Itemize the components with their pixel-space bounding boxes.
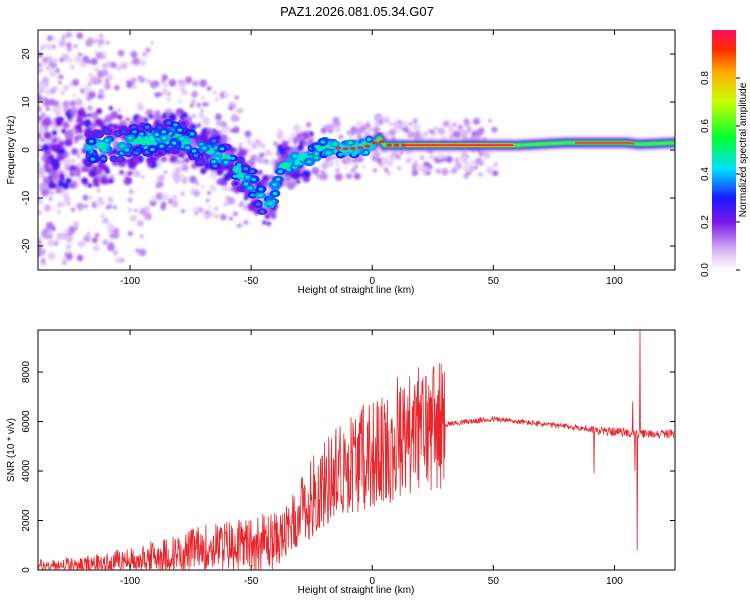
snr-y-ticks: 0 2000 4000 6000 8000: [21, 361, 675, 573]
spectrogram-x-tick-label: 0: [369, 276, 375, 287]
spectrogram-x-tick-label: -50: [244, 276, 259, 287]
colorbar-tick-label: 0.0: [700, 263, 711, 277]
snr-series-line: [38, 330, 675, 570]
snr-frame: [37, 329, 676, 571]
spectrogram-y-tick-label: -20: [21, 238, 32, 253]
spectrogram-y-label: Frequency (Hz): [6, 116, 17, 185]
spectrogram-image: [38, 31, 675, 267]
snr-y-tick-label: 4000: [21, 459, 32, 482]
snr-y-tick-label: 8000: [21, 361, 32, 384]
spectrogram-y-tick-label: 0: [21, 147, 32, 153]
snr-x-tick-label: 50: [488, 576, 500, 587]
snr-y-tick-label: 0: [21, 567, 32, 573]
figure-title: PAZ1.2026.081.05.34.G07: [280, 4, 434, 19]
colorbar-tick-label: 0.8: [700, 71, 711, 85]
spectrogram-y-tick-label: 20: [21, 48, 32, 60]
colorbar-tick-label: 0.4: [700, 167, 711, 181]
spectrogram-x-ticks: -100 -50 0 50 100: [120, 30, 623, 287]
colorbar-tick-label: 0.6: [700, 119, 711, 133]
snr-x-ticks: -100 -50 0 50 100: [120, 330, 623, 587]
snr-panel: -100 -50 0 50 100 0 2000 4000 6000 8000 Height o…: [6, 329, 676, 596]
spectrogram-x-tick-label: 50: [488, 276, 500, 287]
spectrogram-y-ticks: -20 -10 0 10 20: [21, 48, 675, 253]
snr-y-tick-label: 6000: [21, 410, 32, 433]
spectrogram-x-tick-label: 100: [606, 276, 623, 287]
colorbar-label: Normalized spectral amplitude: [738, 82, 749, 217]
snr-x-label: Height of straight line (km): [298, 585, 415, 596]
spectrogram-x-tick-label: -100: [120, 276, 140, 287]
colorbar-ticks: 0.0 0.2 0.4 0.6 0.8: [700, 71, 740, 277]
colorbar: 0.0 0.2 0.4 0.6 0.8 Normalized spectral ampl…: [700, 30, 749, 277]
snr-y-label: SNR (10 * v/v): [6, 418, 17, 482]
spectrogram-x-label: Height of straight line (km): [298, 285, 415, 296]
snr-y-tick-label: 2000: [21, 509, 32, 532]
spectrogram-y-tick-label: -10: [21, 190, 32, 205]
snr-x-tick-label: -100: [120, 576, 140, 587]
snr-x-tick-label: 0: [369, 576, 375, 587]
snr-x-tick-label: -50: [244, 576, 259, 587]
colorbar-tick-label: 0.2: [700, 215, 711, 229]
snr-x-tick-label: 100: [606, 576, 623, 587]
spectrogram-y-tick-label: 10: [21, 96, 32, 108]
colorbar-gradient: [712, 30, 736, 270]
